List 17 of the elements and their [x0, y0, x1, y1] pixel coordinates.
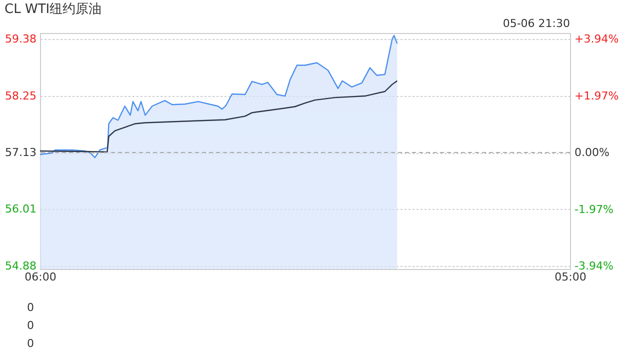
y-tick-label: 56.01: [5, 202, 36, 216]
y2-tick-label: +3.94%: [574, 32, 619, 46]
text: 0: [27, 301, 34, 314]
chart-title: CL WTI纽约原油: [4, 2, 102, 17]
y2-tick-label: 0.00%: [574, 146, 610, 160]
text: 0: [27, 337, 34, 350]
y-tick-label: 57.13: [5, 146, 36, 160]
text: 0: [27, 319, 34, 332]
y2-tick-label: -1.97%: [574, 202, 614, 216]
y2-tick-label: +1.97%: [574, 89, 619, 102]
y-tick-label: 58.25: [5, 90, 36, 103]
y-tick-label: 54.88: [5, 259, 36, 272]
x-tick-label: 05:00: [554, 270, 586, 284]
text: 05-06 21:30: [502, 17, 570, 30]
x-tick-label: 06:00: [24, 270, 56, 284]
y2-tick-label: -3.94%: [574, 260, 614, 273]
y-tick-label: 59.38: [5, 32, 36, 46]
